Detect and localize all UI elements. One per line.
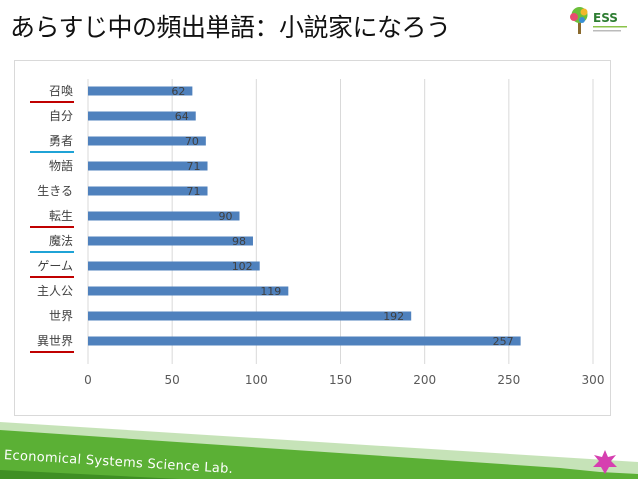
category-label: 魔法 [49,233,73,248]
bar [88,136,206,146]
category-label: 勇者 [49,134,73,148]
category-label: 異世界 [37,334,73,348]
category-label: ゲーム [37,259,73,273]
data-label: 192 [383,310,404,323]
x-tick-label: 300 [582,373,605,387]
category-label: 物語 [49,158,73,173]
data-label: 119 [260,285,281,298]
data-label: 102 [232,260,253,273]
data-label: 64 [175,110,189,123]
category-label: 生きる [37,184,73,198]
x-tick-label: 50 [165,373,180,387]
star-icon [593,450,617,474]
bar [88,236,253,246]
bar [88,111,196,121]
category-label: 転生 [49,209,73,223]
x-tick-label: 250 [497,373,520,387]
bar-chart: 0 50 100 150 200 250 300 召喚 62 自分 64 勇者 70 物語 71 生きる 71 転… [30,79,605,387]
bar [88,286,289,296]
data-label: 98 [232,235,246,248]
bar [88,261,260,271]
data-label: 90 [219,210,233,223]
x-tick-label: 200 [413,373,436,387]
ess-logo: ESS [565,4,635,44]
data-label: 257 [493,335,514,348]
x-tick-label: 0 [84,373,92,387]
page-title: あらすじ中の頻出単語：小説家になろう [10,13,451,42]
bar [88,211,240,221]
category-label: 主人公 [37,284,73,298]
tree-icon: ESS [570,7,627,34]
bar [88,336,521,346]
bar [88,311,412,321]
x-tick-label: 150 [329,373,352,387]
data-label: 70 [185,135,199,148]
category-label: 召喚 [49,84,73,98]
footer-band [0,422,638,479]
data-label: 62 [171,85,185,98]
category-label: 世界 [49,309,73,323]
category-label: 自分 [49,109,73,123]
bar [88,86,193,96]
chart-area: 0 50 100 150 200 250 300 召喚 62 自分 64 勇者 70 物語 71 生きる 71 転… [14,60,611,416]
x-tick-label: 100 [245,373,268,387]
logo-text: ESS [593,11,618,25]
bar [88,186,208,196]
data-label: 71 [187,160,201,173]
bar [88,161,208,171]
data-label: 71 [187,185,201,198]
